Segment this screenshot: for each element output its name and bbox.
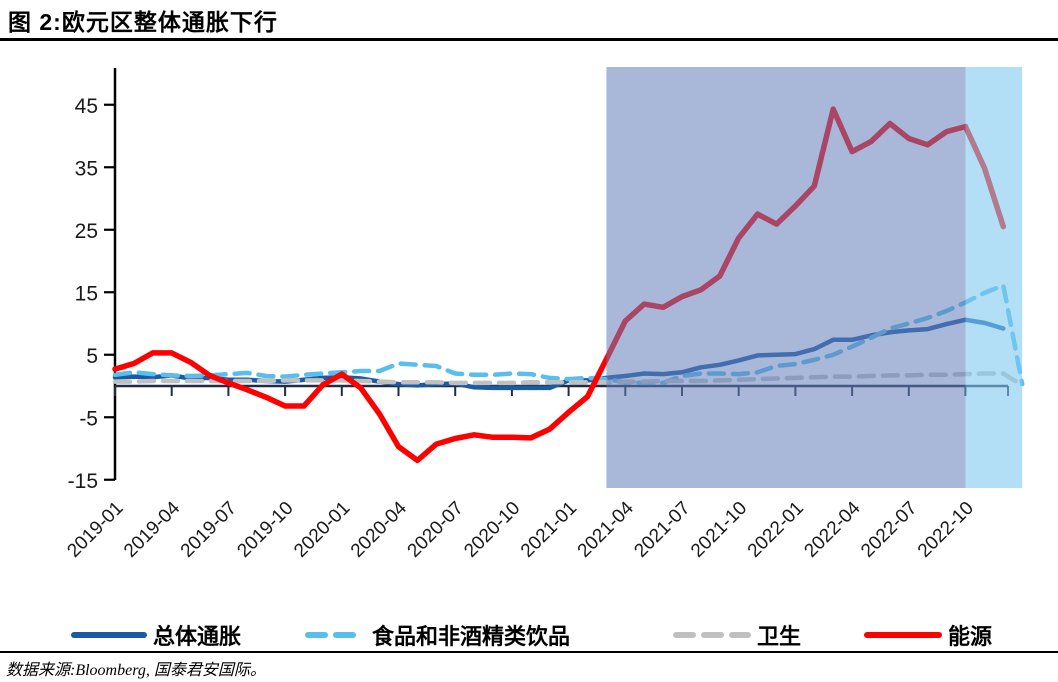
health-line-swatch-icon [673,632,751,638]
legend-item-headline-inflation: 总体通胀 [70,622,242,649]
title-underline [0,38,1058,41]
x-tick-label: 2020-04 [347,497,411,561]
highlight-band-1 [606,67,966,488]
legend-item-energy: 能源 [863,622,993,649]
y-tick-label: 45 [75,95,98,118]
source-divider [0,651,1058,653]
y-tick-label: 15 [75,282,98,305]
food-line-swatch-icon [305,632,367,638]
x-tick-label: 2019-10 [233,498,297,562]
legend-label-headline-inflation: 总体通胀 [153,624,242,649]
y-tick-label: -5 [79,407,98,430]
page-title: 图 2:欧元区整体通胀下行 [8,9,278,35]
x-tick-label: 2021-07 [630,498,694,562]
headline-line-swatch-icon [71,632,147,638]
legend-label-health: 卫生 [757,624,802,649]
x-tick-label: 2022-01 [744,498,808,562]
x-tick-label: 2019-07 [177,498,241,562]
y-tick-label: 35 [75,157,98,180]
y-tick-label: -15 [68,470,98,493]
highlight-band-2 [965,67,1023,488]
y-tick-label: 5 [86,345,98,368]
x-tick-label: 2019-01 [63,498,127,562]
legend-item-health: 卫生 [672,622,802,649]
y-axis: 45 35 25 15 5 -5 -15 [68,68,117,493]
chart-legend: 总体通胀 食品和非酒精类饮品 卫生 能源 [0,622,1058,649]
x-tick-label: 2022-10 [914,498,978,562]
legend-label-food-beverages: 食品和非酒精类饮品 [372,624,571,649]
legend-label-energy: 能源 [948,624,993,649]
x-tick-label: 2021-04 [574,497,638,561]
x-tick-label: 2020-07 [404,498,468,562]
x-tick-label: 2021-01 [517,498,581,562]
data-source-note: 数据来源:Bloomberg, 国泰君安国际。 [6,662,266,679]
x-tick-label: 2019-04 [120,497,184,561]
x-tick-label: 2020-10 [460,498,524,562]
legend-item-food-beverages: 食品和非酒精类饮品 [305,622,571,649]
x-tick-label: 2022-04 [800,497,864,561]
x-tick-label: 2021-10 [687,498,751,562]
x-tick-label: 2020-01 [290,498,354,562]
energy-line-swatch-icon [864,632,942,638]
x-tick-label: 2022-07 [857,498,921,562]
y-tick-label: 25 [75,220,98,243]
